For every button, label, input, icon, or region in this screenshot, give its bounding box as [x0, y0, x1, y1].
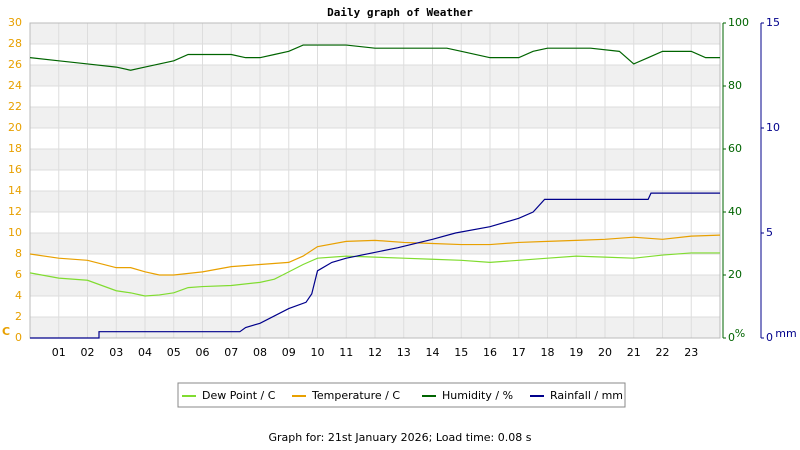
y-tick-label: 16	[8, 163, 22, 176]
y2-tick-label: 40	[728, 205, 742, 218]
series-line	[29, 234, 721, 276]
x-tick-label: 11	[339, 346, 353, 359]
x-tick-label: 18	[541, 346, 555, 359]
legend-label: Dew Point / C	[202, 389, 276, 402]
x-tick-label: 15	[454, 346, 468, 359]
y3-axis-label: mm	[775, 327, 796, 340]
footer: Graph for: 21st January 2026; Load time:…	[269, 431, 532, 444]
legend-label: Rainfall / mm	[550, 389, 623, 402]
x-tick-label: 01	[52, 346, 66, 359]
x-tick-label: 22	[656, 346, 670, 359]
y-tick-label: 24	[8, 79, 22, 92]
y-tick-label: 22	[8, 100, 22, 113]
y-tick-label: 6	[15, 268, 22, 281]
y3-tick-label: 5	[766, 226, 773, 239]
x-tick-label: 17	[512, 346, 526, 359]
y-tick-label: 28	[8, 37, 22, 50]
x-tick-label: 16	[483, 346, 497, 359]
y2-axis-label: %	[735, 327, 745, 340]
x-tick-label: 20	[598, 346, 612, 359]
x-tick-label: 09	[282, 346, 296, 359]
plot-border	[29, 22, 721, 339]
legend-label: Humidity / %	[442, 389, 513, 402]
x-tick-label: 21	[627, 346, 641, 359]
x-tick-label: 08	[253, 346, 267, 359]
y-tick-label: 2	[15, 310, 22, 323]
y-tick-label: 14	[8, 184, 22, 197]
x-tick-label: 02	[81, 346, 95, 359]
x-tick-label: 07	[224, 346, 238, 359]
y-tick-label: 12	[8, 205, 22, 218]
y3-tick-label: 10	[766, 121, 780, 134]
y-tick-label: 18	[8, 142, 22, 155]
y2-tick-label: 0	[728, 331, 735, 344]
y-tick-label: 30	[8, 16, 22, 29]
y3-tick-label: 0	[766, 331, 773, 344]
y2-tick-label: 80	[728, 79, 742, 92]
x-tick-label: 03	[109, 346, 123, 359]
x-tick-label: 04	[138, 346, 152, 359]
y-tick-label: 26	[8, 58, 22, 71]
y2-tick-label: 100	[728, 16, 749, 29]
series-line	[29, 44, 720, 71]
x-tick-label: 19	[569, 346, 583, 359]
y-axis-label: C	[2, 325, 10, 338]
x-tick-label: 10	[311, 346, 325, 359]
x-tick-label: 05	[167, 346, 181, 359]
x-tick-label: 14	[426, 346, 440, 359]
y-tick-label: 4	[15, 289, 22, 302]
y-tick-label: 0	[15, 331, 22, 344]
legend-label: Temperature / C	[311, 389, 400, 402]
x-tick-label: 13	[397, 346, 411, 359]
series-line	[29, 252, 720, 297]
x-tick-label: 06	[196, 346, 210, 359]
y3-tick-label: 15	[766, 16, 780, 29]
y2-tick-label: 60	[728, 142, 742, 155]
chart-title: Daily graph of Weather	[327, 6, 473, 19]
y2-tick-label: 20	[728, 268, 742, 281]
x-tick-label: 12	[368, 346, 382, 359]
y-tick-label: 8	[15, 247, 22, 260]
x-tick-label: 23	[684, 346, 698, 359]
series-line	[30, 192, 720, 339]
y-tick-label: 20	[8, 121, 22, 134]
y-tick-label: 10	[8, 226, 22, 239]
legend-box	[177, 382, 626, 408]
